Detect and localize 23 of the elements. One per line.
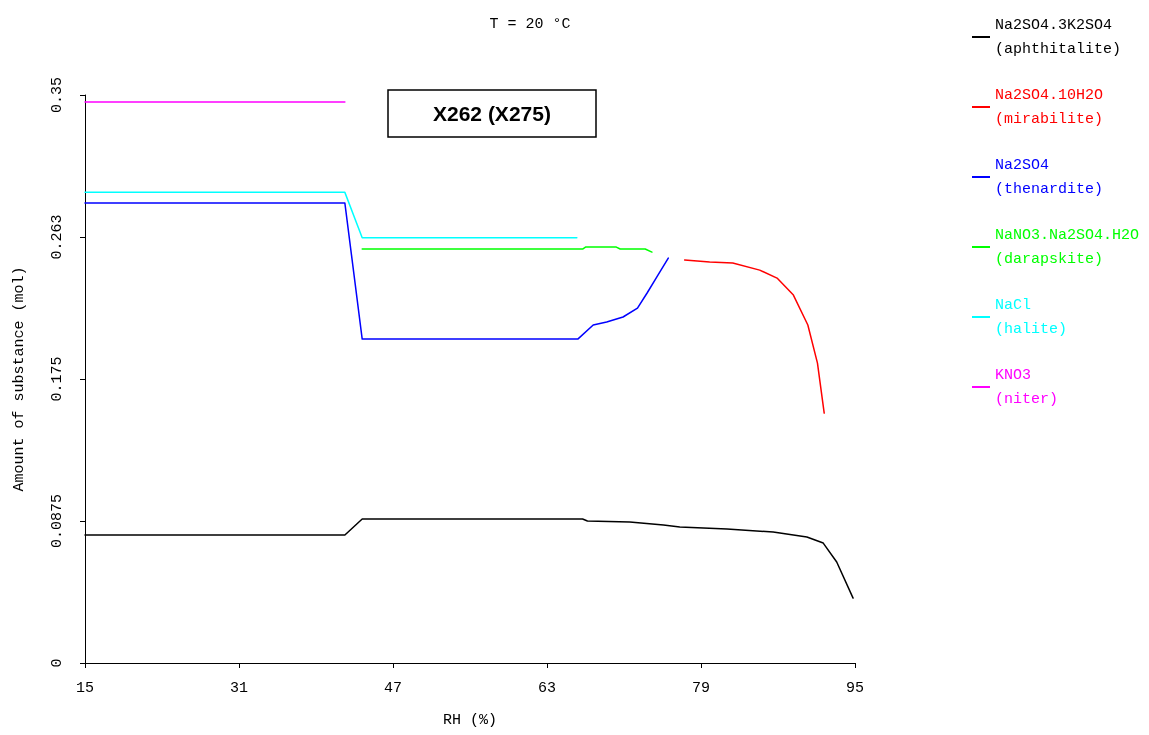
x-tick-label: 63: [537, 680, 557, 697]
annotation: X262 (X275): [433, 102, 551, 125]
x-tick-label: 95: [845, 680, 865, 697]
legend-label: Na2SO4 (thenardite): [994, 156, 1104, 198]
x-tick-label: 79: [691, 680, 711, 697]
legend-label: NaNO3.Na2SO4.H2O (darapskite): [994, 226, 1140, 268]
x-tick-label: 15: [75, 680, 95, 697]
chart-title: T = 20 °C: [489, 16, 571, 33]
legend-label: Na2SO4.3K2SO4 (aphthitalite): [994, 16, 1122, 58]
x-axis-title: RH (%): [442, 712, 498, 729]
legend-label: KNO3 (niter): [994, 366, 1058, 408]
legend-label: Na2SO4.10H2O (mirabilite): [994, 86, 1104, 128]
legend-label: NaCl (halite): [994, 296, 1067, 338]
x-tick-label: 47: [383, 680, 403, 697]
line-series: [84, 202, 670, 340]
x-tick-label: 31: [229, 680, 249, 697]
y-axis-title: Amount of substance (mol): [11, 266, 28, 492]
y-tick-label: 0.263: [49, 214, 66, 260]
y-tick-label: 0.0875: [49, 493, 66, 549]
y-tick-label: 0.35: [49, 76, 66, 114]
y-tick-label: 0.175: [49, 356, 66, 402]
line-series: [683, 259, 825, 414]
y-tick-label: 0: [49, 658, 66, 668]
